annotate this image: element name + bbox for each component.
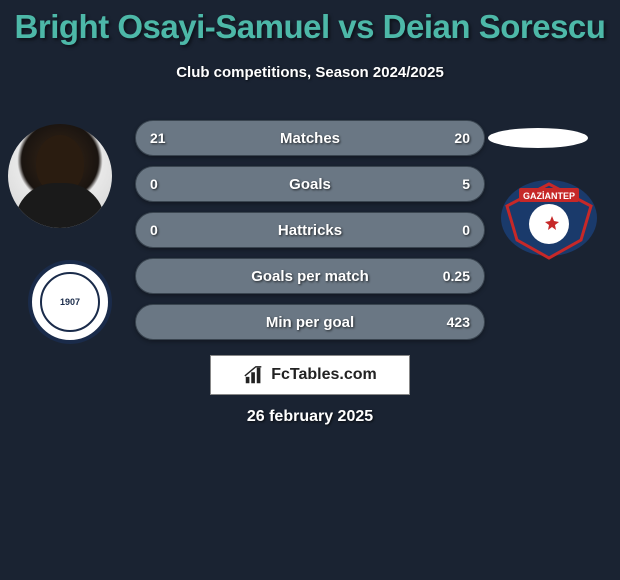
player-right-photo-placeholder [488, 128, 588, 148]
stat-left-value: 0 [150, 176, 158, 192]
stat-right-value: 0 [462, 222, 470, 238]
snapshot-date: 26 february 2025 [0, 408, 620, 426]
club-right-badge: GAZİANTEP [498, 178, 600, 264]
club-left-badge: 1907 [28, 260, 112, 344]
watermark-text: FcTables.com [271, 366, 377, 384]
stat-label: Goals [289, 176, 331, 193]
stat-left-value: 0 [150, 222, 158, 238]
stat-row-goals-per-match: Goals per match 0.25 [135, 258, 485, 294]
stat-label: Hattricks [278, 222, 342, 239]
stat-row-min-per-goal: Min per goal 423 [135, 304, 485, 340]
club-left-year: 1907 [60, 298, 80, 307]
stats-table: 21 Matches 20 0 Goals 5 0 Hattricks 0 Go… [135, 120, 485, 350]
stat-right-value: 423 [447, 314, 470, 330]
stat-label: Goals per match [251, 268, 369, 285]
stat-right-value: 0.25 [443, 268, 470, 284]
stat-row-matches: 21 Matches 20 [135, 120, 485, 156]
player-left-photo [8, 124, 112, 228]
svg-text:GAZİANTEP: GAZİANTEP [523, 191, 575, 201]
watermark: FcTables.com [210, 355, 410, 395]
bar-chart-icon [243, 364, 265, 386]
stat-row-goals: 0 Goals 5 [135, 166, 485, 202]
page-title: Bright Osayi-Samuel vs Deian Sorescu [0, 0, 620, 46]
page-subtitle: Club competitions, Season 2024/2025 [0, 64, 620, 81]
stat-left-value: 21 [150, 130, 166, 146]
stat-label: Min per goal [266, 314, 354, 331]
stat-right-value: 20 [454, 130, 470, 146]
stat-label: Matches [280, 130, 340, 147]
stat-row-hattricks: 0 Hattricks 0 [135, 212, 485, 248]
stat-right-value: 5 [462, 176, 470, 192]
